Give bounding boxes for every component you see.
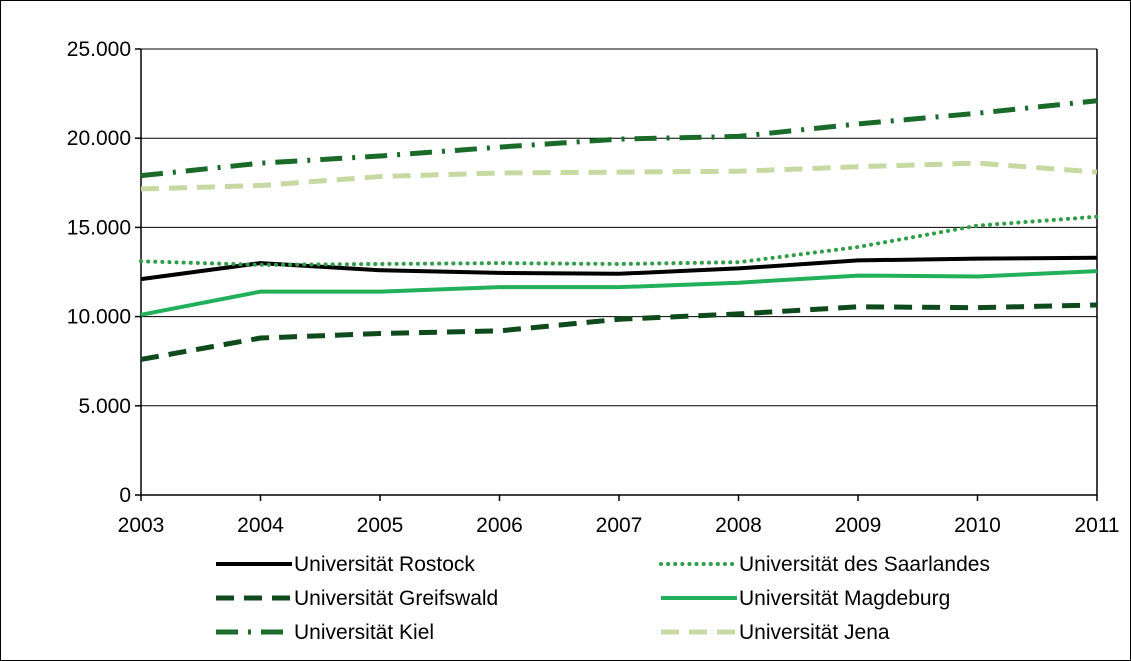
x-axis-tick-labels: 2003 2004 2005 2006 2007 2008 2009 2010 2011 [118,514,1120,537]
y-axis-tick-labels: 0 5.000 10.000 15.000 20.000 25.000 [67,38,131,507]
x-tick-label-2: 2005 [357,514,404,537]
x-tick-label-7: 2010 [954,514,1001,537]
legend-label-4: Universität Kiel [294,621,434,644]
series-line-0 [140,255,1098,282]
legend-label-0: Universität Rostock [294,553,475,576]
x-tick-label-4: 2007 [596,514,643,537]
y-tick-label-5: 25.000 [67,38,131,61]
gridlines [141,48,1097,407]
y-tick-label-4: 20.000 [67,127,131,150]
axes [135,48,1098,501]
y-tick-label-2: 10.000 [67,306,131,329]
x-tick-label-0: 2003 [118,514,165,537]
legend: Universität Rostock Universität des Saarl… [216,553,990,644]
x-tick-label-3: 2006 [476,514,523,537]
y-tick-label-0: 0 [119,484,131,507]
series-lines [139,98,1099,362]
series-line-3 [140,269,1098,317]
x-tick-label-1: 2004 [237,514,284,537]
y-tick-label-1: 5.000 [78,395,131,418]
legend-label-5: Universität Jena [739,621,890,644]
x-tick-label-6: 2009 [835,514,882,537]
series-line-4 [140,98,1098,179]
y-tick-label-3: 15.000 [67,216,131,239]
x-tick-label-5: 2008 [715,514,762,537]
legend-label-1: Universität des Saarlandes [739,553,990,576]
series-line-5 [140,160,1098,192]
legend-label-3: Universität Magdeburg [739,587,950,610]
series-line-2 [140,302,1098,362]
x-tick-label-8: 2011 [1074,514,1119,537]
legend-label-2: Universität Greifswald [294,587,498,610]
